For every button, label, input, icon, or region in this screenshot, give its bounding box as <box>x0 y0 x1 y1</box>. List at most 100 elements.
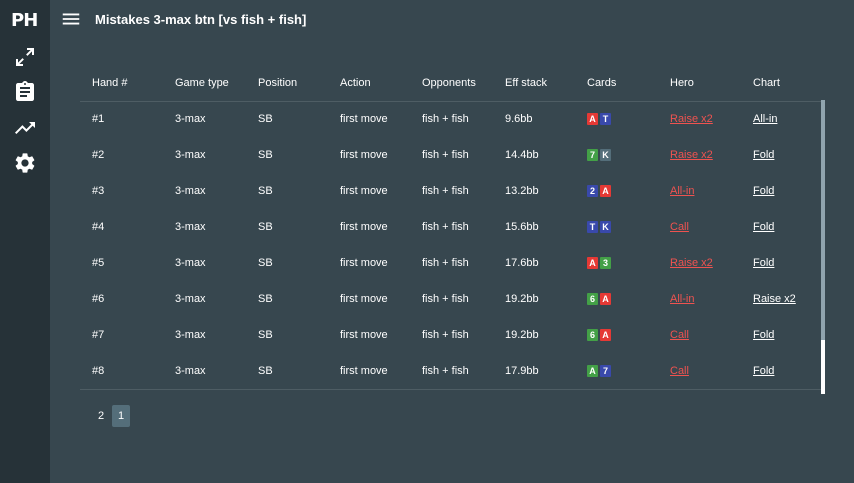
hero-action-link[interactable]: All-in <box>670 293 695 305</box>
card-badge: T <box>600 113 611 126</box>
table-row[interactable]: #2 3-max SB first move fish + fish 14.4b… <box>80 137 825 173</box>
sidebar: PH <box>0 0 50 483</box>
chart-action: Fold <box>741 173 825 209</box>
position: SB <box>258 185 273 197</box>
hero-action: Raise x2 <box>658 137 741 173</box>
game-type: 3-max <box>175 221 206 233</box>
chart-action-link[interactable]: Fold <box>753 185 775 197</box>
game-type: 3-max <box>175 293 206 305</box>
chart-action: Fold <box>741 245 825 281</box>
hero-action-link[interactable]: Call <box>670 329 689 341</box>
chart-action: Fold <box>741 209 825 245</box>
opponents: fish + fish <box>422 364 469 377</box>
action: first move <box>340 293 388 305</box>
chart-action-link[interactable]: Fold <box>753 329 775 341</box>
gear-icon[interactable] <box>13 151 37 175</box>
chart-action-link[interactable]: Fold <box>753 364 775 377</box>
hero-action-link[interactable]: Call <box>670 221 689 233</box>
hero-action: Call <box>658 317 741 353</box>
column-header-chart[interactable]: Chart <box>753 76 780 89</box>
card-badge: A <box>600 329 611 342</box>
chart-action: Raise x2 <box>741 281 825 317</box>
column-header-game-type[interactable]: Game type <box>175 76 229 89</box>
table-row[interactable]: #7 3-max SB first move fish + fish 19.2b… <box>80 317 825 353</box>
chart-action-link[interactable]: All-in <box>753 113 778 126</box>
column-header-eff-stack[interactable]: Eff stack <box>505 76 547 89</box>
table-row[interactable]: #1 3-max SB first move fish + fish 9.6bb… <box>80 101 825 137</box>
table-row[interactable]: #8 3-max SB first move fish + fish 17.9b… <box>80 353 825 389</box>
eff-stack: 19.2bb <box>505 293 539 305</box>
app-logo[interactable]: PH <box>11 10 38 31</box>
card-badge: A <box>587 364 598 377</box>
opponents: fish + fish <box>422 221 469 233</box>
card-badge: 7 <box>600 364 611 377</box>
opponents: fish + fish <box>422 257 469 269</box>
card-badge: A <box>600 185 611 198</box>
table-row[interactable]: #3 3-max SB first move fish + fish 13.2b… <box>80 173 825 209</box>
card-badge: A <box>587 257 598 270</box>
table-scrollbar[interactable] <box>821 100 825 394</box>
hand-number: #3 <box>92 185 105 197</box>
column-header-cards[interactable]: Cards <box>587 76 617 89</box>
game-type: 3-max <box>175 329 206 341</box>
action: first move <box>340 257 388 269</box>
eff-stack: 17.6bb <box>505 257 539 269</box>
action: first move <box>340 364 388 377</box>
eff-stack: 19.2bb <box>505 329 539 341</box>
action: first move <box>340 113 388 126</box>
column-header-hand[interactable]: Hand # <box>92 76 128 89</box>
column-header-position[interactable]: Position <box>258 76 298 89</box>
trending-up-icon[interactable] <box>13 116 37 140</box>
chart-action-link[interactable]: Fold <box>753 257 775 269</box>
opponents: fish + fish <box>422 293 469 305</box>
expand-arrows-icon[interactable] <box>13 45 37 69</box>
position: SB <box>258 221 273 233</box>
game-type: 3-max <box>175 364 206 377</box>
scrollbar-thumb[interactable] <box>821 340 825 394</box>
mistakes-table: Hand # Game type Position Action Opponen… <box>80 65 825 390</box>
card-badge: A <box>600 293 611 306</box>
position: SB <box>258 257 273 269</box>
action: first move <box>340 221 388 233</box>
column-header-hero[interactable]: Hero <box>670 76 694 89</box>
chart-action-link[interactable]: Raise x2 <box>753 293 796 305</box>
clipboard-icon[interactable] <box>13 80 37 104</box>
table-row[interactable]: #4 3-max SB first move fish + fish 15.6b… <box>80 209 825 245</box>
position: SB <box>258 113 273 126</box>
table-row[interactable]: #6 3-max SB first move fish + fish 19.2b… <box>80 281 825 317</box>
hero-action: All-in <box>658 173 741 209</box>
hero-action-link[interactable]: Raise x2 <box>670 113 713 126</box>
page-button-1[interactable]: 1 <box>112 405 130 427</box>
page-title: Mistakes 3-max btn [vs fish + fish] <box>95 12 307 27</box>
hero-action-link[interactable]: Raise x2 <box>670 257 713 269</box>
hero-action-link[interactable]: All-in <box>670 185 695 197</box>
position: SB <box>258 329 273 341</box>
hero-action: Raise x2 <box>658 245 741 281</box>
column-header-opponents[interactable]: Opponents <box>422 76 476 89</box>
chart-action: Fold <box>741 317 825 353</box>
eff-stack: 13.2bb <box>505 185 539 197</box>
game-type: 3-max <box>175 257 206 269</box>
hero-action-link[interactable]: Call <box>670 364 689 377</box>
page-button-2[interactable]: 2 <box>97 410 105 422</box>
chart-action: All-in <box>741 101 825 137</box>
card-badge: 6 <box>587 329 598 342</box>
column-header-action[interactable]: Action <box>340 76 371 89</box>
eff-stack: 17.9bb <box>505 364 539 377</box>
card-badge: 7 <box>587 149 598 162</box>
table-row[interactable]: #5 3-max SB first move fish + fish 17.6b… <box>80 245 825 281</box>
chart-action-link[interactable]: Fold <box>753 221 775 233</box>
card-badge: K <box>600 149 611 162</box>
card-badge: T <box>587 221 598 234</box>
opponents: fish + fish <box>422 113 469 126</box>
card-badge: 6 <box>587 293 598 306</box>
hamburger-menu-icon[interactable] <box>60 8 82 30</box>
eff-stack: 14.4bb <box>505 149 539 161</box>
eff-stack: 9.6bb <box>505 113 533 126</box>
chart-action-link[interactable]: Fold <box>753 149 775 161</box>
hero-action-link[interactable]: Raise x2 <box>670 149 713 161</box>
